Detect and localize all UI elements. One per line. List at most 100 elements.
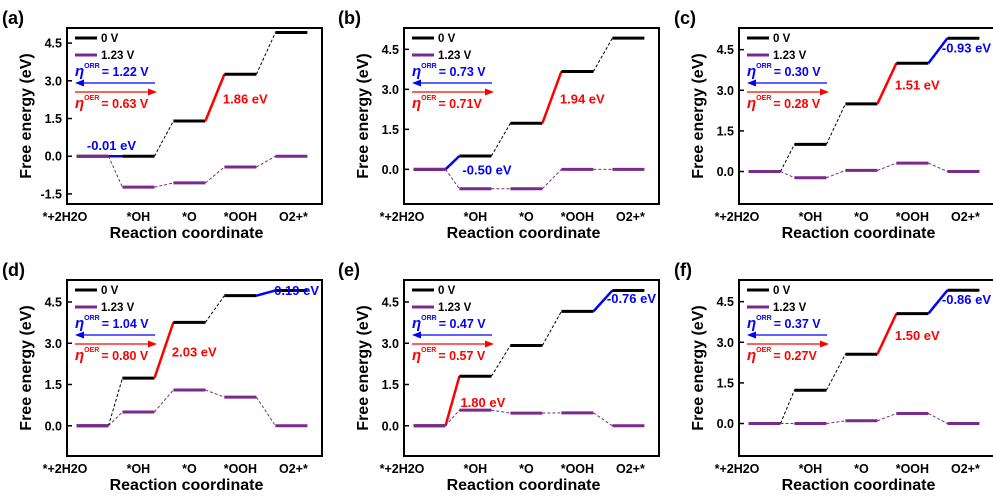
x-axis-title: Reaction coordinate — [782, 477, 936, 494]
tick-label-y: 0.0 — [382, 419, 399, 433]
orr-arrow-head — [747, 331, 756, 339]
eta-orr-label: ηORR = 1.04 V — [75, 315, 149, 332]
connector-line — [928, 162, 948, 172]
connector-line — [927, 289, 949, 315]
connector-line — [826, 169, 846, 179]
tick-label-y: 1.5 — [45, 112, 62, 126]
tick-label-y: 0.0 — [717, 417, 734, 431]
tick-label-x: O2+* — [616, 210, 645, 224]
connector-line — [444, 155, 461, 171]
connector-line — [593, 412, 613, 427]
connector-line — [205, 166, 225, 184]
connector-line — [204, 295, 225, 323]
eta-orr-label: ηORR = 0.73 V — [412, 63, 486, 80]
tick-label-y: 4.5 — [382, 43, 399, 57]
connector-line — [877, 413, 897, 422]
annotation-label: 1.94 eV — [560, 91, 605, 106]
panel-label: (a) — [2, 8, 24, 28]
annotation-label: -0.01 eV — [87, 138, 136, 153]
tick-label-y: 4.5 — [382, 296, 399, 310]
panel-label: (e) — [338, 260, 360, 280]
eta-oer-label: ηOER = 0.57 V — [412, 347, 486, 364]
tick-label-y: 4.5 — [45, 37, 62, 51]
connector-line — [541, 311, 562, 346]
connector-line — [154, 182, 174, 188]
tick-label-x: *+2H2O — [380, 462, 425, 476]
oer-arrow-head — [148, 88, 157, 96]
x-axis-title: Reaction coordinate — [782, 225, 936, 242]
tick-label-x: *OOH — [224, 462, 257, 476]
tick-label-x: *OH — [127, 462, 151, 476]
y-axis-title: Free energy (eV) — [18, 53, 35, 178]
tick-label-x: *O — [519, 462, 534, 476]
connector-line — [877, 162, 897, 171]
eta-orr-label: ηORR = 0.30 V — [747, 63, 821, 80]
oer-arrow-head — [820, 340, 829, 348]
eta-oer-label: ηOER = 0.63 V — [75, 95, 149, 112]
oer-arrow-head — [148, 340, 157, 348]
panel-label: (c) — [674, 8, 696, 28]
annotation-label: -0.76 eV — [607, 291, 656, 306]
connector-line — [490, 345, 511, 377]
connector-line — [205, 389, 225, 398]
connector-line — [154, 389, 174, 413]
plot-frame — [66, 27, 323, 205]
tick-label-x: *OH — [464, 462, 488, 476]
tick-label-x: *OH — [799, 210, 823, 224]
connector-line — [928, 413, 948, 424]
connector-line — [255, 396, 276, 427]
tick-label-x: *O — [182, 462, 197, 476]
tick-label-y: 3.0 — [382, 337, 399, 351]
tick-label-x: *OOH — [896, 210, 929, 224]
tick-label-x: *+2H2O — [380, 210, 425, 224]
connector-line — [780, 171, 795, 179]
tick-label-y: 1.5 — [717, 376, 734, 390]
connector-line — [256, 289, 276, 297]
orr-arrow-head — [412, 331, 421, 339]
connector-line — [108, 411, 123, 427]
connector-line — [445, 169, 460, 190]
plot-frame — [403, 279, 660, 457]
tick-label-x: *OH — [127, 210, 151, 224]
panel-label: (f) — [674, 260, 692, 280]
tick-label-y: 0.0 — [45, 150, 62, 164]
connector-line — [204, 73, 226, 122]
eta-orr-label: ηORR = 0.37 V — [747, 315, 821, 332]
eta-orr-label: ηORR = 1.22 V — [75, 63, 149, 80]
annotation-label: -0.50 eV — [462, 163, 511, 178]
tick-label-y: 3.0 — [382, 83, 399, 97]
tick-label-y: 1.5 — [382, 378, 399, 392]
plot-frame — [66, 279, 323, 457]
x-axis-title: Reaction coordinate — [447, 477, 601, 494]
legend-label: 1.23 V — [773, 302, 807, 314]
connector-line — [255, 32, 276, 75]
legend-label: 0 V — [773, 285, 791, 297]
tick-label-x: *OOH — [224, 210, 257, 224]
annotation-label: 2.03 eV — [172, 344, 217, 359]
eta-orr-label: ηORR = 0.47 V — [412, 315, 486, 332]
tick-label-y: 4.5 — [717, 295, 734, 309]
tick-label-y: 3.0 — [717, 336, 734, 350]
tick-label-x: *OH — [799, 462, 823, 476]
legend-label: 0 V — [101, 33, 119, 45]
tick-label-x: *+2H2O — [43, 210, 88, 224]
tick-label-x: *O — [854, 210, 869, 224]
eta-oer-label: ηOER = 0.27V — [747, 347, 817, 364]
y-axis-title: Free energy (eV) — [18, 305, 35, 430]
chart-panel: (f) Free energy (eV) Reaction coordinate 4.… — [674, 260, 993, 494]
legend-label: 1.23 V — [438, 302, 472, 314]
tick-label-x: *+2H2O — [715, 462, 760, 476]
chart-panel: (d) Free energy (eV) Reaction coordinate 4.… — [2, 260, 323, 494]
tick-label-y: 3.0 — [45, 337, 62, 351]
plot-frame — [403, 27, 660, 205]
y-axis-title: Free energy (eV) — [355, 305, 372, 430]
y-axis-title: Free energy (eV) — [690, 305, 707, 430]
chart-panel: (c) Free energy (eV) Reaction coordinate 4.… — [674, 8, 993, 242]
tick-label-y: -1.5 — [40, 187, 62, 201]
legend-label: 0 V — [101, 285, 119, 297]
connector-line — [592, 37, 613, 72]
tick-label-x: *+2H2O — [715, 210, 760, 224]
chart-panel: (a) Free energy (eV) Reaction coordinate 4.… — [2, 8, 323, 242]
annotation-label: -0.86 eV — [942, 292, 991, 307]
